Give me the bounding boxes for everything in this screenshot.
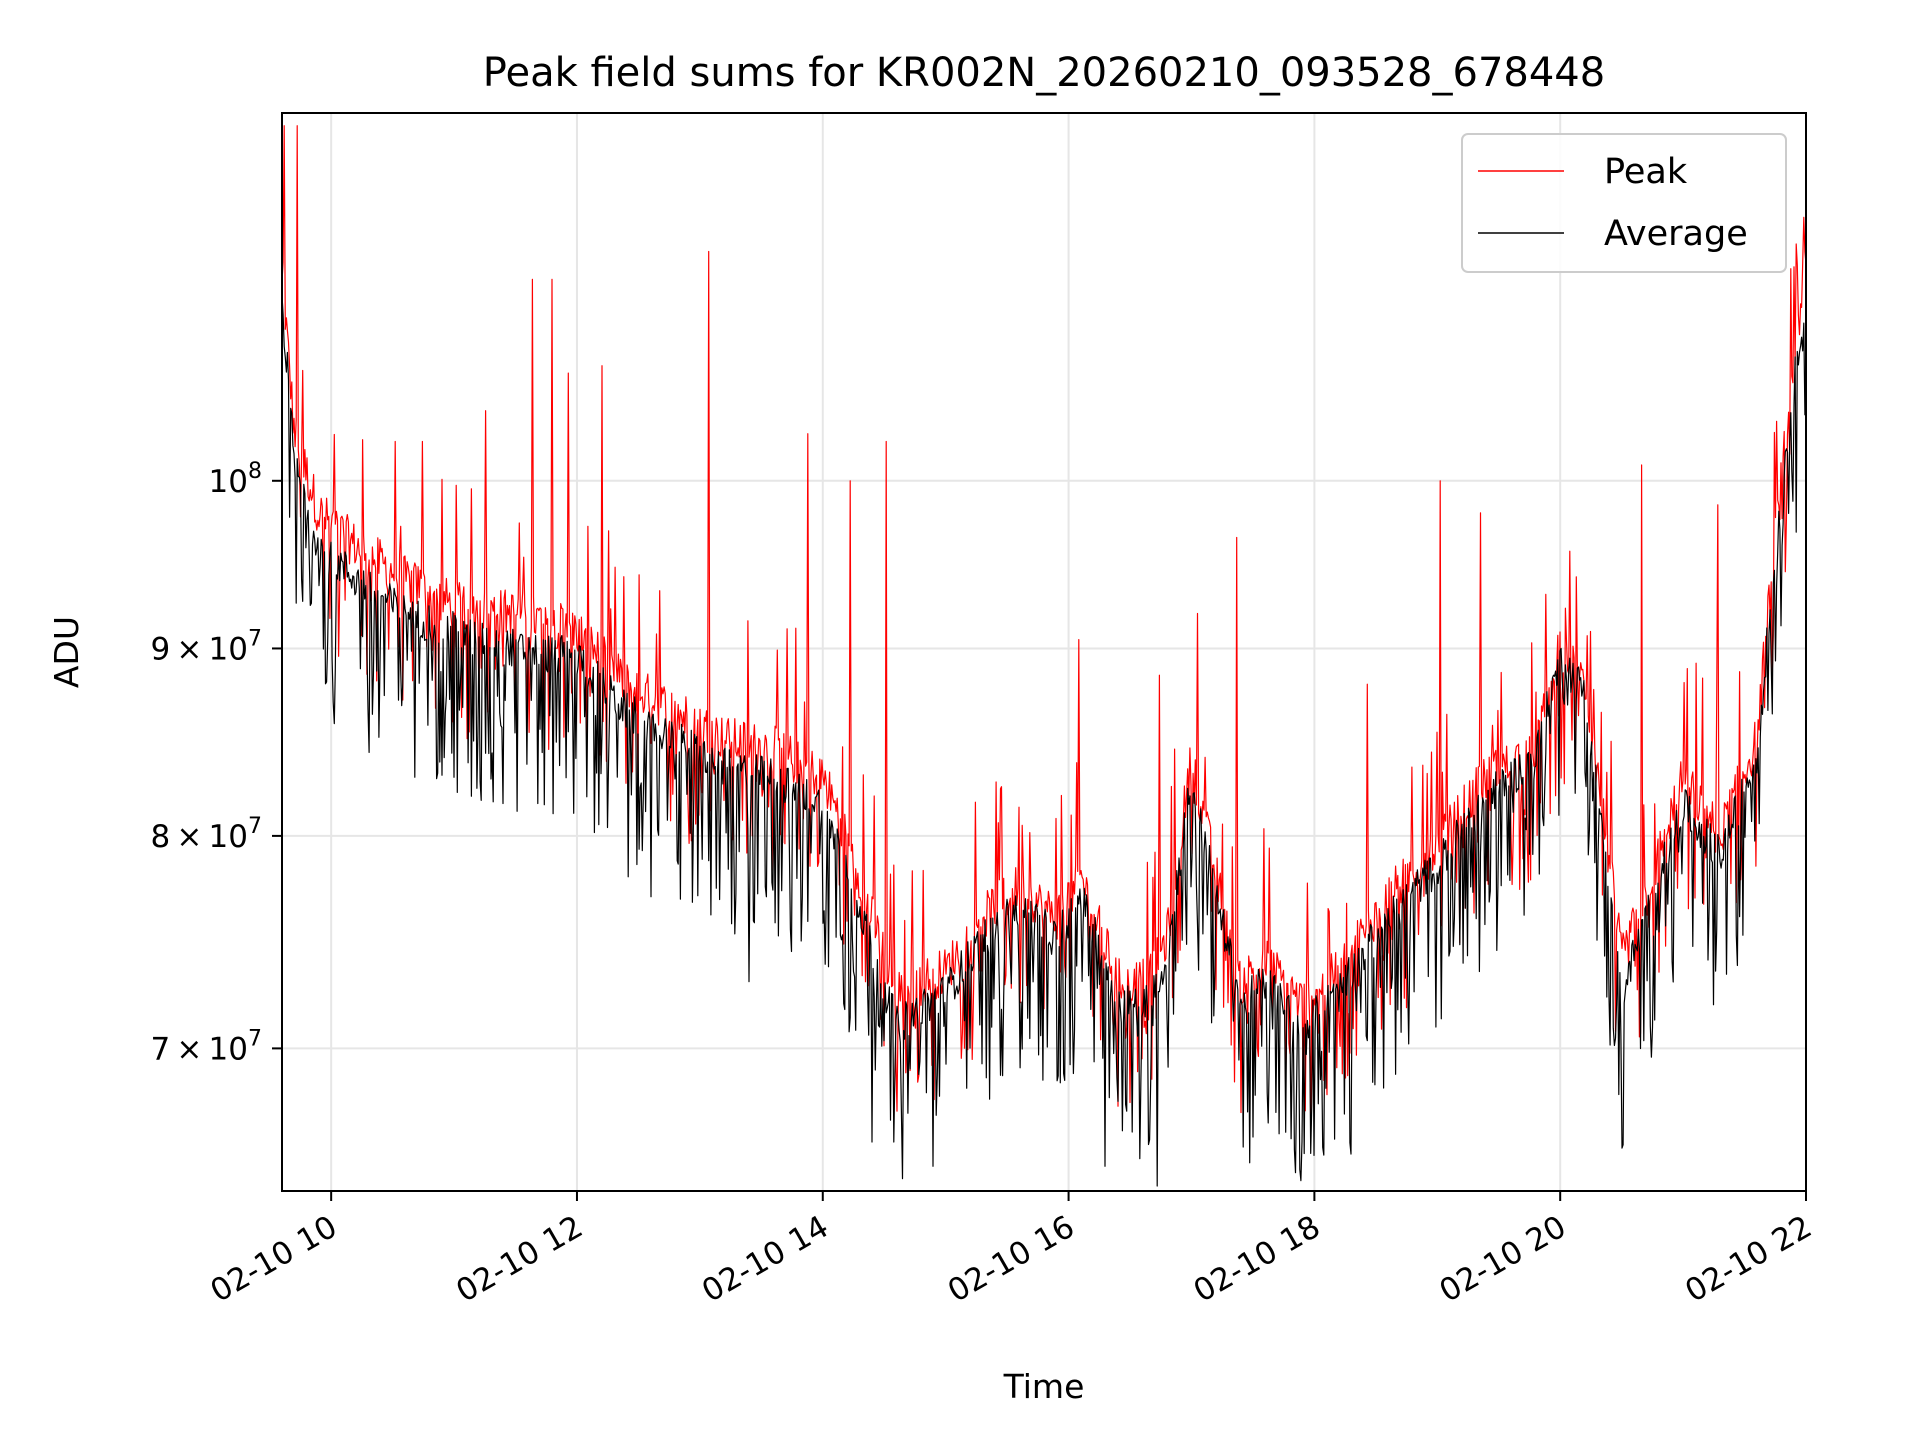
chart-title: Peak field sums for KR002N_20260210_0935… (483, 50, 1605, 96)
y-tick-label: 8 × 107 (150, 814, 262, 855)
y-axis-label: ADU (47, 616, 86, 688)
legend: Peak Average (1461, 133, 1787, 273)
grid-lines (282, 113, 1807, 1191)
y-tick-label: 7 × 107 (150, 1026, 262, 1067)
series-average-line (281, 294, 1807, 1187)
plot-frame (281, 112, 1807, 1192)
legend-box (1461, 133, 1787, 273)
plot-lines (281, 125, 1807, 1187)
x-axis-label: Time (1003, 1367, 1085, 1406)
legend-label-peak: Peak (1604, 152, 1688, 192)
y-tick-label: 9 × 107 (150, 626, 262, 667)
legend-label-average: Average (1604, 214, 1748, 254)
